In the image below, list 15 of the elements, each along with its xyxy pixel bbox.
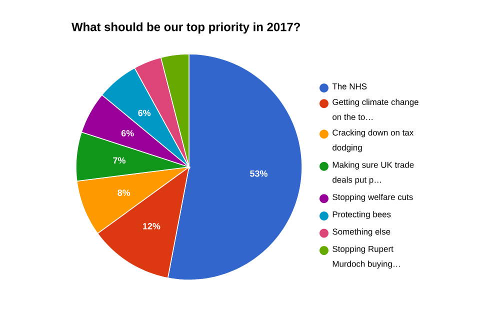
data-label: 53% (250, 170, 268, 177)
legend-label: Something else (332, 228, 390, 236)
data-label: 7% (113, 157, 126, 164)
legend-label: Getting climate change on the to… (332, 98, 418, 120)
chart-title: What should be our top priority in 2017? (72, 22, 300, 34)
data-label: 12% (143, 222, 160, 230)
legend-label: Making sure UK trade deals put p… (332, 162, 414, 184)
legend-label: Cracking down on tax dodging (332, 129, 414, 152)
legend-label: Protecting bees (332, 211, 391, 220)
data-label: 6% (138, 110, 151, 116)
legend-label: The NHS (332, 83, 367, 90)
legend-label: Stopping welfare cuts (332, 194, 413, 202)
data-label: 8% (118, 190, 130, 196)
data-label: 6% (121, 130, 134, 136)
legend-label: Stopping Rupert Murdoch buying… (332, 246, 400, 269)
